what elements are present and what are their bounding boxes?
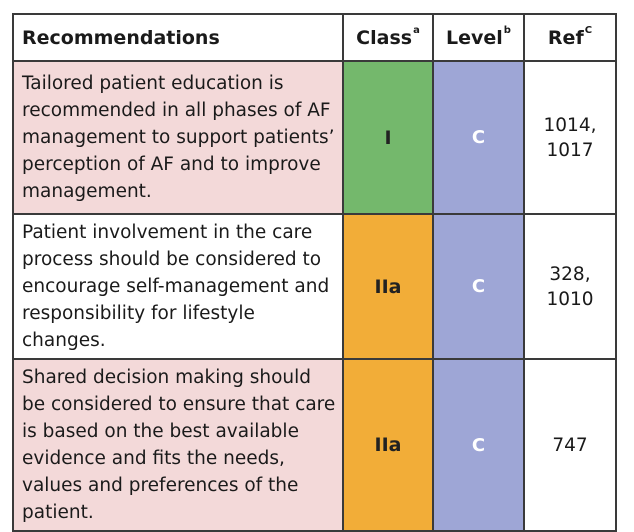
ref-line: 1014,: [543, 114, 597, 136]
table-row: Shared decision making should be conside…: [12, 358, 617, 532]
recommendations-table: Recommendations Classa Levelb RefC Tailo…: [12, 13, 617, 532]
level-cell: C: [432, 60, 525, 215]
header-class-label: Class: [356, 26, 413, 49]
recommendation-text: Shared decision making should be conside…: [12, 358, 344, 532]
header-class-footnote: a: [413, 24, 420, 36]
level-cell: C: [432, 358, 525, 532]
header-level: Levelb: [432, 13, 525, 62]
header-ref-footnote: C: [584, 24, 593, 36]
ref-line: 328,: [549, 263, 591, 285]
table-header-row: Recommendations Classa Levelb RefC: [12, 13, 617, 62]
ref-line: 1017: [546, 139, 594, 161]
class-cell: IIa: [342, 358, 434, 532]
ref-line: 1010: [546, 288, 594, 310]
header-level-footnote: b: [503, 24, 511, 36]
ref-cell: 1014, 1017: [523, 60, 617, 215]
header-ref: RefC: [523, 13, 617, 62]
table-row: Tailored patient education is recommende…: [12, 60, 617, 215]
ref-cell: 328, 1010: [523, 213, 617, 360]
ref-cell: 747: [523, 358, 617, 532]
table-row: Patient involvement in the care process …: [12, 213, 617, 360]
header-ref-label: Ref: [547, 26, 584, 49]
ref-line: 747: [552, 434, 588, 456]
class-cell: I: [342, 60, 434, 215]
header-class: Classa: [342, 13, 434, 62]
class-cell: IIa: [342, 213, 434, 360]
header-recommendations: Recommendations: [12, 13, 344, 62]
recommendations-table-container: Recommendations Classa Levelb RefC Tailo…: [12, 13, 617, 532]
recommendation-text: Patient involvement in the care process …: [12, 213, 344, 360]
header-level-label: Level: [446, 26, 503, 49]
level-cell: C: [432, 213, 525, 360]
recommendation-text: Tailored patient education is recommende…: [12, 60, 344, 215]
